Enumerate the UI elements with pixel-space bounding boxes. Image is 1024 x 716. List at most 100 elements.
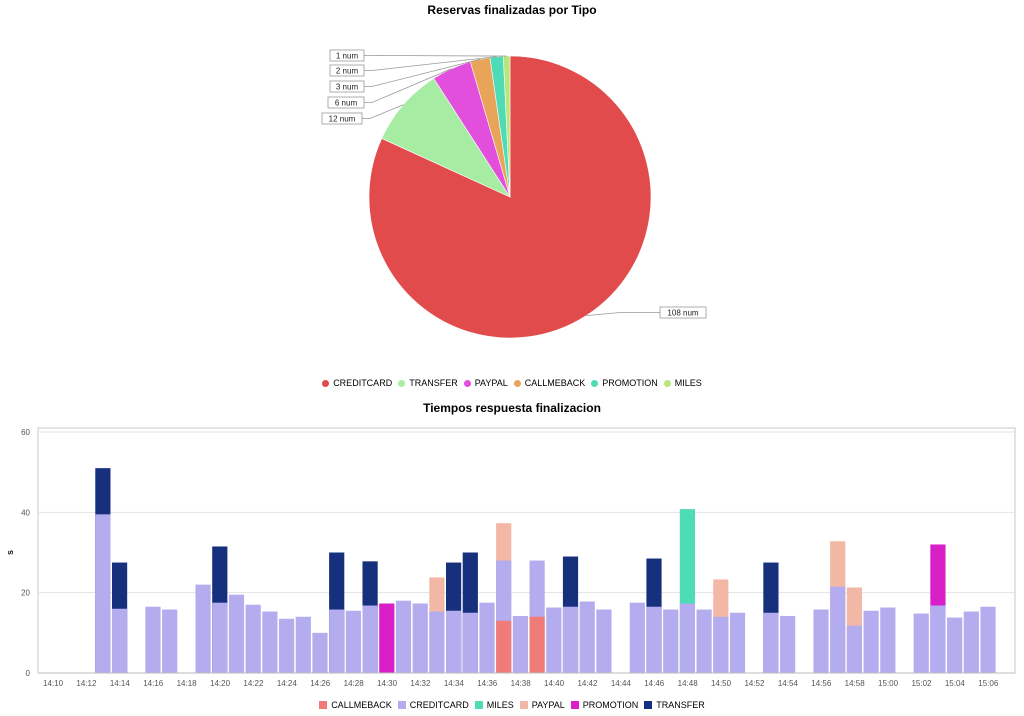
bar-creditcard[interactable] [111,608,128,673]
bar-creditcard[interactable] [646,606,662,673]
bar-creditcard[interactable] [546,607,562,673]
legend-swatch [663,379,671,387]
x-tick-label: 14:40 [544,679,565,688]
bar-creditcard[interactable] [629,602,645,673]
bar-creditcard[interactable] [479,602,495,673]
legend-item-transfer[interactable]: TRANSFER [644,700,705,710]
legend-label: MILES [486,700,514,710]
bar-creditcard[interactable] [763,612,779,673]
legend-swatch [319,701,328,709]
legend-swatch [474,701,483,709]
bar-chart-title: Tiempos respuesta finalizacion [423,401,601,415]
bar-creditcard[interactable] [880,607,896,673]
x-tick-label: 14:54 [778,679,799,688]
legend-swatch [322,379,330,387]
bar-creditcard[interactable] [562,606,579,673]
pie-slice-label: 12 num [329,115,356,124]
bar-callmeback[interactable] [529,616,545,673]
legend-item-paypal[interactable]: PAYPAL [463,378,508,388]
bar-creditcard[interactable] [262,611,278,673]
bar-creditcard[interactable] [947,617,963,673]
bar-promotion[interactable] [379,603,395,673]
x-tick-label: 14:48 [678,679,699,688]
x-tick-label: 14:12 [76,679,97,688]
bar-creditcard[interactable] [512,615,529,673]
pie-slice-label: 3 num [336,83,359,92]
bar-creditcard[interactable] [446,610,462,673]
y-tick-label: 60 [21,428,30,437]
bar-creditcard[interactable] [863,610,879,673]
bar-chart: 0 20 40 60 s 14:10 14:12 14:14 14:16 14:18 14:20 14… [5,427,1016,688]
x-tick-label: 14:52 [744,679,765,688]
bar-creditcard[interactable] [395,600,412,673]
legend-item-miles[interactable]: MILES [474,700,514,710]
bar-creditcard[interactable] [913,613,929,673]
legend-label: CREDITCARD [409,700,469,710]
bar-creditcard[interactable] [980,606,996,673]
legend-item-miles[interactable]: MILES [663,378,702,388]
bar-creditcard[interactable] [412,603,428,673]
bar-creditcard[interactable] [713,616,729,673]
bar-creditcard[interactable] [780,615,796,673]
x-tick-label: 14:10 [43,679,64,688]
bar-creditcard[interactable] [312,632,328,673]
bar-creditcard[interactable] [579,601,595,673]
legend-swatch [519,701,528,709]
legend-label: TRANSFER [409,378,458,388]
pie-slice-label: 2 num [336,67,359,76]
x-tick-label: 14:50 [711,679,732,688]
bar-creditcard[interactable] [462,612,478,673]
bar-creditcard[interactable] [95,514,111,673]
bar-creditcard[interactable] [162,609,178,673]
bar-creditcard[interactable] [228,594,245,673]
legend-label: CREDITCARD [333,378,393,388]
legend-item-transfer[interactable]: TRANSFER [398,378,458,388]
bar-creditcard[interactable] [596,609,612,673]
legend-item-creditcard[interactable]: CREDITCARD [322,378,392,388]
pie-chart: 108 num 12 num 6 num 3 num 2 num 1 num [321,49,707,339]
bar-creditcard[interactable] [329,609,345,673]
bar-creditcard[interactable] [696,609,712,673]
legend-item-creditcard[interactable]: CREDITCARD [397,700,469,710]
bar-creditcard[interactable] [846,625,863,673]
bar-creditcard[interactable] [830,586,846,673]
x-tick-label: 15:04 [945,679,966,688]
x-tick-label: 14:30 [377,679,398,688]
x-tick-label: 15:02 [911,679,932,688]
pie-slice-transfer[interactable] [381,77,511,198]
pie-label-box [327,96,365,109]
bar-creditcard[interactable] [195,584,211,673]
legend-item-promotion[interactable]: PROMOTION [591,378,658,388]
bar-creditcard[interactable] [295,616,311,673]
bar-creditcard[interactable] [930,605,946,673]
bar-creditcard[interactable] [663,609,679,673]
x-tick-label: 14:22 [243,679,264,688]
x-tick-label: 15:06 [978,679,999,688]
bar-creditcard[interactable] [729,612,746,673]
bar-creditcard[interactable] [145,606,161,673]
pie-chart-title: Reservas finalizadas por Tipo [427,3,597,17]
bar-creditcard[interactable] [212,602,228,673]
bar-creditcard[interactable] [679,603,696,673]
legend-item-paypal[interactable]: PAYPAL [519,700,565,710]
bar-chart-legend: CALLMEBACK CREDITCARD MILES PAYPAL PROMOTION… [0,700,1024,710]
bar-callmeback[interactable] [496,620,512,673]
bar-creditcard[interactable] [345,610,361,673]
legend-item-callmeback[interactable]: CALLMEBACK [319,700,392,710]
legend-label: MILES [674,378,702,388]
legend-item-promotion[interactable]: PROMOTION [570,700,639,710]
bar-creditcard[interactable] [278,618,295,673]
legend-label: CALLMEBACK [331,700,392,710]
bar-creditcard[interactable] [429,611,445,673]
x-tick-label: 14:18 [177,679,198,688]
legend-swatch [397,701,406,709]
bar-creditcard[interactable] [245,604,261,673]
pie-leader-line [364,68,452,103]
legend-item-callmeback[interactable]: CALLMEBACK [513,378,585,388]
legend-label: PROMOTION [582,700,639,710]
bar-creditcard[interactable] [362,605,378,673]
bar-creditcard[interactable] [813,609,829,673]
x-tick-label: 14:34 [444,679,465,688]
bar-creditcard[interactable] [963,611,979,673]
pie-label-box [329,49,365,62]
